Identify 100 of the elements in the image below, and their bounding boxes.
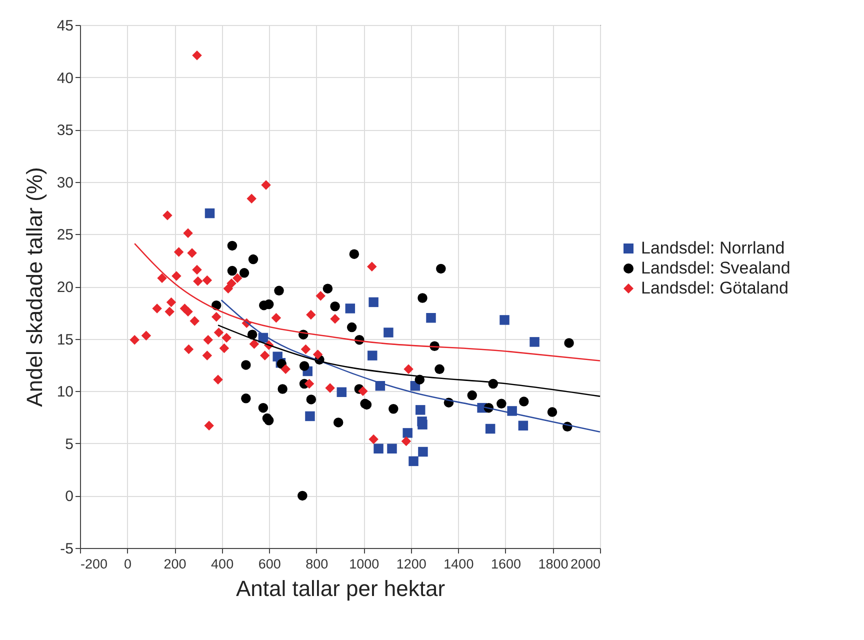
line-series — [134, 242, 601, 362]
y-tick-label: 40 — [56, 70, 74, 87]
point — [222, 332, 232, 343]
point — [368, 350, 378, 360]
point — [223, 284, 234, 294]
point — [227, 266, 238, 276]
x-tick-label: 1400 — [444, 556, 474, 572]
point — [164, 306, 174, 316]
point — [232, 273, 242, 284]
point — [374, 444, 384, 454]
point — [368, 297, 378, 308]
point — [330, 302, 340, 312]
point — [336, 387, 347, 398]
point — [278, 384, 288, 394]
x-tick-label: 1000 — [349, 556, 380, 572]
point — [192, 264, 202, 275]
point — [214, 328, 224, 338]
point — [404, 364, 414, 374]
point — [227, 240, 238, 251]
point — [187, 248, 197, 258]
point — [157, 273, 167, 284]
y-tick-label: 20 — [56, 279, 74, 296]
y-tick-label: 45 — [56, 18, 74, 34]
x-tick-label: 1800 — [538, 556, 568, 572]
point — [346, 322, 357, 332]
point — [202, 350, 212, 360]
point — [518, 420, 528, 430]
point — [387, 444, 397, 454]
point — [325, 383, 335, 393]
point — [258, 402, 268, 413]
y-tick-label: 0 — [65, 488, 74, 506]
point — [367, 262, 377, 272]
point — [280, 364, 291, 374]
point — [193, 276, 203, 286]
point — [262, 413, 272, 424]
point — [426, 313, 436, 323]
point — [345, 304, 356, 314]
line-series — [217, 324, 601, 397]
y-tick-label: -5 — [60, 540, 74, 558]
point — [384, 328, 394, 338]
point — [183, 228, 193, 238]
point — [415, 405, 426, 415]
point — [306, 310, 316, 320]
point — [130, 334, 140, 345]
y-tick-label: 25 — [56, 226, 74, 244]
x-tick-label: 400 — [211, 556, 234, 572]
point — [203, 334, 213, 345]
point — [213, 374, 223, 384]
point — [402, 428, 412, 438]
y-tick-label: 5 — [65, 436, 74, 453]
point — [322, 284, 333, 294]
point — [260, 350, 270, 360]
point — [358, 386, 368, 396]
point — [202, 275, 212, 286]
point — [271, 313, 282, 323]
point — [219, 343, 230, 354]
point — [261, 180, 271, 190]
point — [434, 364, 444, 374]
x-axis-title: Antal tallar per hektar — [236, 576, 446, 601]
point — [408, 456, 418, 466]
point — [299, 361, 310, 371]
legend-label: Landsdel: Norrland — [641, 238, 785, 258]
point — [152, 304, 162, 314]
point — [190, 316, 200, 326]
point — [519, 396, 529, 406]
x-tick-label: 1600 — [490, 556, 521, 572]
point — [507, 406, 517, 416]
point — [249, 339, 260, 349]
legend-label: Landsdel: Svealand — [641, 258, 790, 278]
x-tick-label: 0 — [124, 556, 132, 572]
point — [304, 378, 314, 389]
point — [312, 350, 323, 360]
point — [306, 394, 316, 404]
point — [241, 394, 251, 404]
x-tick-label: 200 — [164, 556, 186, 572]
point — [204, 420, 214, 430]
point — [184, 344, 194, 354]
point — [496, 398, 506, 409]
point — [166, 297, 176, 308]
point — [248, 254, 258, 264]
point — [547, 407, 558, 417]
point — [162, 210, 172, 220]
point — [436, 264, 446, 274]
point — [368, 434, 378, 444]
y-axis-title: Andel skadade tallar (%) — [22, 167, 47, 407]
y-tick-label: 10 — [56, 384, 74, 401]
x-tick-label: 800 — [306, 556, 328, 572]
point — [530, 337, 540, 347]
x-tick-label: 2000 — [570, 556, 600, 572]
point — [300, 344, 311, 354]
y-tick-label: 30 — [56, 174, 74, 192]
point — [183, 306, 193, 316]
point — [418, 446, 428, 457]
point — [204, 208, 215, 218]
point — [141, 330, 152, 341]
point — [485, 424, 496, 434]
x-tick-label: 600 — [258, 556, 281, 572]
point — [274, 286, 284, 296]
point — [172, 271, 182, 281]
point — [305, 411, 315, 422]
